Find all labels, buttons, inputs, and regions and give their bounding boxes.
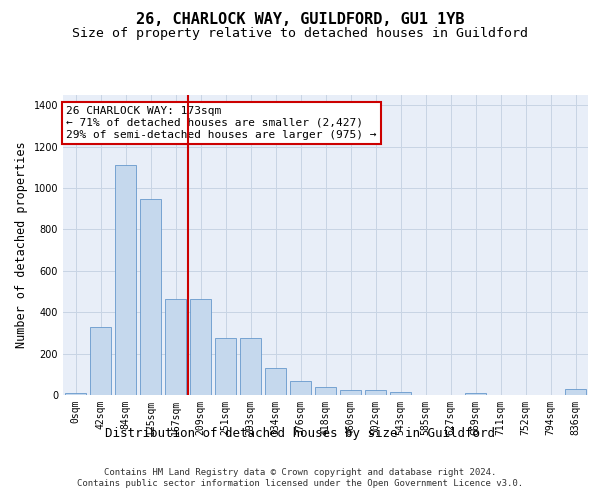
- Bar: [240, 338, 261, 395]
- Text: 26 CHARLOCK WAY: 173sqm
← 71% of detached houses are smaller (2,427)
29% of semi: 26 CHARLOCK WAY: 173sqm ← 71% of detache…: [66, 106, 377, 140]
- Bar: [465, 393, 486, 395]
- Bar: [565, 389, 586, 395]
- Bar: [265, 368, 286, 395]
- Bar: [390, 392, 411, 395]
- Y-axis label: Number of detached properties: Number of detached properties: [15, 142, 28, 348]
- Bar: [215, 338, 236, 395]
- Bar: [290, 380, 311, 395]
- Bar: [140, 200, 161, 395]
- Bar: [115, 166, 136, 395]
- Bar: [190, 299, 211, 395]
- Text: Contains HM Land Registry data © Crown copyright and database right 2024.
Contai: Contains HM Land Registry data © Crown c…: [77, 468, 523, 487]
- Bar: [365, 390, 386, 395]
- Bar: [65, 393, 86, 395]
- Bar: [340, 390, 361, 395]
- Text: Distribution of detached houses by size in Guildford: Distribution of detached houses by size …: [105, 428, 495, 440]
- Text: 26, CHARLOCK WAY, GUILDFORD, GU1 1YB: 26, CHARLOCK WAY, GUILDFORD, GU1 1YB: [136, 12, 464, 28]
- Bar: [165, 299, 186, 395]
- Text: Size of property relative to detached houses in Guildford: Size of property relative to detached ho…: [72, 28, 528, 40]
- Bar: [315, 386, 336, 395]
- Bar: [90, 326, 111, 395]
